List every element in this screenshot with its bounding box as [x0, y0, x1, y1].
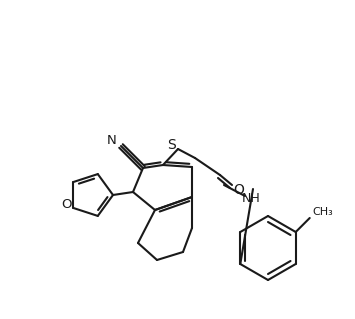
- Text: O: O: [61, 198, 71, 211]
- Text: N: N: [106, 135, 116, 147]
- Text: CH₃: CH₃: [313, 207, 333, 217]
- Text: NH: NH: [242, 191, 260, 204]
- Text: O: O: [234, 183, 245, 197]
- Text: S: S: [168, 138, 176, 152]
